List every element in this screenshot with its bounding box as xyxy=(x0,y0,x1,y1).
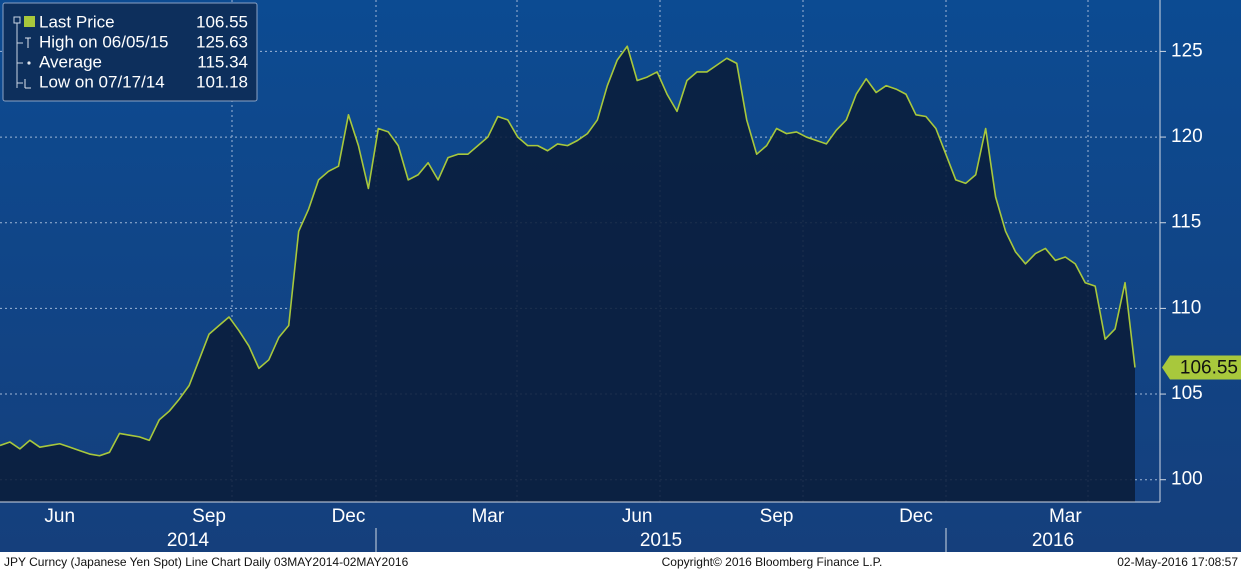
axes: 100 105 110 115 120 125 Jun Sep Dec Mar Jun Sep Dec M… xyxy=(44,40,1241,551)
footer-copyright: Copyright© 2016 Bloomberg Finance L.P. xyxy=(662,555,883,569)
last-price-tag xyxy=(1162,355,1241,380)
legend-label: Low on 07/17/14 xyxy=(39,72,165,91)
plot-area xyxy=(0,45,1160,502)
x-tick-label: Mar xyxy=(1049,506,1082,527)
legend-swatch xyxy=(24,16,35,27)
x-tick-label: Mar xyxy=(471,506,504,527)
x-tick-label: Jun xyxy=(622,506,653,527)
y-tick-label: 100 xyxy=(1171,469,1203,490)
legend-label: Average xyxy=(39,52,102,71)
legend: Last Price 106.55 High on 06/05/15 125.63 Av… xyxy=(2,2,258,102)
price-line xyxy=(0,45,1136,457)
x-tick-label: Sep xyxy=(760,506,794,527)
legend-icons xyxy=(24,37,31,89)
legend-value: 106.55 xyxy=(196,12,248,31)
y-tick-label: 120 xyxy=(1171,126,1203,147)
x-tick-label: Jun xyxy=(44,506,75,527)
legend-label: Last Price xyxy=(39,12,115,31)
legend-box xyxy=(2,2,258,102)
legend-tree xyxy=(13,16,23,88)
price-area xyxy=(0,46,1135,502)
y-tick-label: 115 xyxy=(1171,212,1201,233)
x-tick-label: Dec xyxy=(899,506,933,527)
footer-timestamp: 02-May-2016 17:08:57 xyxy=(1117,555,1238,569)
legend-icon xyxy=(27,61,31,65)
footer-background xyxy=(0,552,1241,572)
last-price-label: 106.55 xyxy=(1180,358,1238,379)
legend-label: High on 06/05/15 xyxy=(39,32,169,51)
legend-value: 115.34 xyxy=(197,52,248,71)
year-label: 2015 xyxy=(640,530,682,551)
year-label: 2014 xyxy=(167,530,210,551)
legend-value: 101.18 xyxy=(196,72,248,91)
footer-description: JPY Curncy (Japanese Yen Spot) Line Char… xyxy=(4,555,409,569)
x-tick-label: Dec xyxy=(332,506,366,527)
y-tick-label: 110 xyxy=(1171,297,1201,318)
year-label: 2016 xyxy=(1032,530,1074,551)
y-tick-label: 125 xyxy=(1171,40,1203,61)
y-tick-label: 105 xyxy=(1171,383,1203,404)
legend-value: 125.63 xyxy=(196,32,248,51)
x-tick-label: Sep xyxy=(192,506,226,527)
